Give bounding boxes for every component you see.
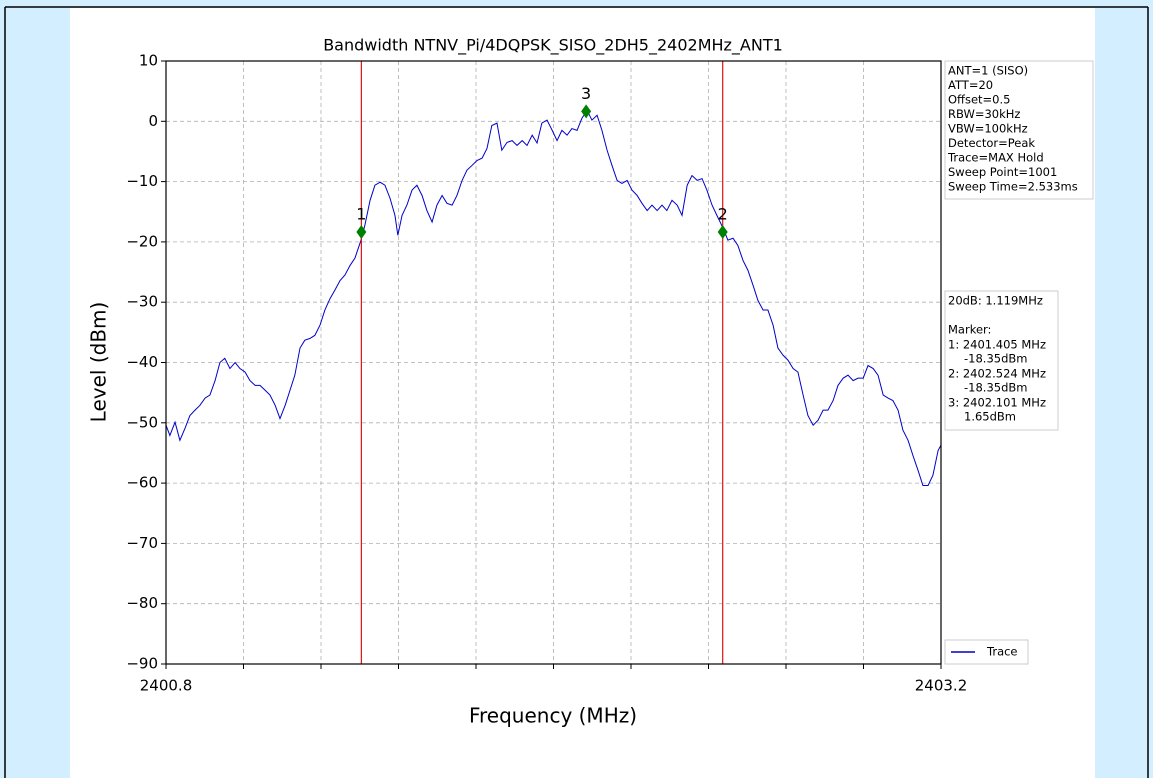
marker-diamond [717, 224, 728, 239]
marker-label: 1 [356, 204, 366, 223]
y-tick-label: −30 [126, 293, 158, 311]
marker-entry: 2: 2402.524 MHz [948, 367, 1046, 381]
marker-diamond [356, 224, 367, 239]
marker-entry-level: 1.65dBm [964, 410, 1016, 424]
info-line: Sweep Point=1001 [948, 165, 1057, 179]
y-tick-label: −40 [126, 353, 158, 371]
info-line: Trace=MAX Hold [947, 151, 1044, 165]
legend-label: Trace [986, 645, 1018, 659]
trace-line [165, 109, 942, 487]
marker-entry-level: -18.35dBm [964, 381, 1027, 395]
figure-area [70, 8, 1095, 778]
y-tick-label: −10 [126, 172, 158, 190]
marker-entry-level: -18.35dBm [964, 352, 1027, 366]
x-axis-label: Frequency (MHz) [469, 704, 637, 728]
y-tick-label: −60 [126, 474, 158, 492]
chart-title: Bandwidth NTNV_Pi/4DQPSK_SISO_2DH5_2402M… [323, 36, 783, 56]
x-tick-label: 2403.2 [915, 677, 968, 695]
info-line: RBW=30kHz [948, 107, 1020, 121]
y-axis-label: Level (dBm) [87, 302, 111, 423]
marker-heading: Marker: [948, 323, 991, 337]
y-tick-label: 0 [148, 112, 158, 130]
marker-label: 3 [581, 84, 591, 103]
x-tick-label: 2400.8 [140, 677, 193, 695]
y-tick-label: −90 [126, 655, 158, 673]
info-line: Sweep Time=2.533ms [948, 180, 1078, 194]
marker-diamond [581, 104, 592, 119]
info-line: ATT=20 [948, 78, 993, 92]
plot-frame [165, 60, 942, 665]
y-tick-label: −80 [126, 594, 158, 612]
info-line: Detector=Peak [948, 136, 1035, 150]
marker-label: 2 [718, 204, 728, 223]
bandwidth-line: 20dB: 1.119MHz [948, 294, 1043, 308]
y-tick-label: 10 [139, 52, 158, 70]
y-tick-label: −20 [126, 232, 158, 250]
marker-box [944, 290, 1059, 431]
marker-entry: 1: 2401.405 MHz [948, 338, 1046, 352]
marker-entry: 3: 2402.101 MHz [948, 396, 1046, 410]
info-line: VBW=100kHz [948, 122, 1028, 136]
info-line: ANT=1 (SISO) [948, 64, 1028, 78]
info-box [944, 60, 1094, 200]
info-line: Offset=0.5 [948, 93, 1010, 107]
y-tick-label: −70 [126, 534, 158, 552]
y-tick-label: −50 [126, 413, 158, 431]
